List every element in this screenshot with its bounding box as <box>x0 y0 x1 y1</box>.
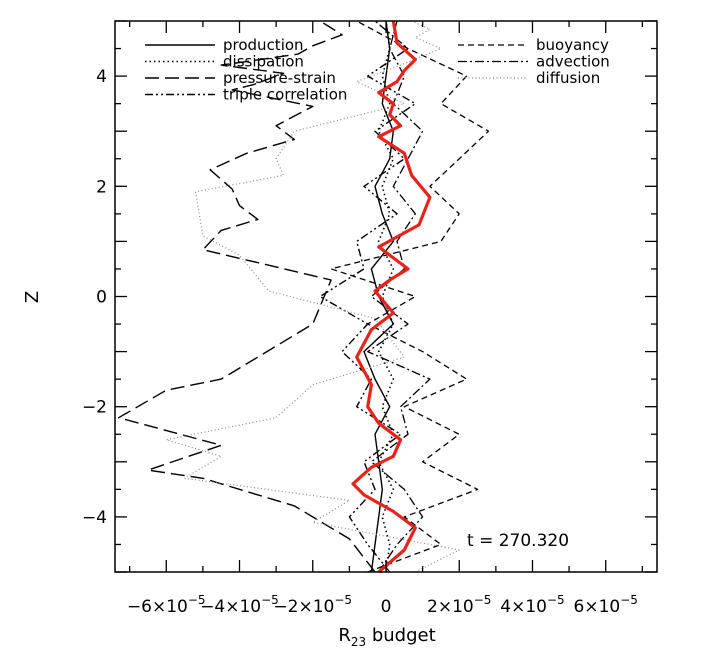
x-tick-label: 0 <box>381 597 392 617</box>
series-advection-line <box>367 20 431 573</box>
legend-label-dissipation: dissipation <box>223 53 304 71</box>
series-triple-correlation-line <box>319 20 416 573</box>
x-tick-label: 4×10−5 <box>500 593 564 617</box>
y-tick-label: 4 <box>96 67 107 87</box>
legend-label-production: production <box>223 36 304 54</box>
legend-label-triple-correlation: triple correlation <box>223 86 347 104</box>
time-annotation: t = 270.320 <box>467 531 569 551</box>
series-pressure-strain-line <box>117 20 376 573</box>
series-buoyancy-line <box>330 20 490 573</box>
legend-label-advection: advection <box>536 53 610 71</box>
y-tick-label: 0 <box>96 288 107 308</box>
x-tick-label: 6×10−5 <box>574 593 638 617</box>
y-tick-label: 2 <box>96 177 107 197</box>
plot-frame <box>114 20 658 573</box>
x-tick-label: 2×10−5 <box>427 593 491 617</box>
series-diffusion-line <box>165 20 460 573</box>
y-axis-title: Z <box>22 291 43 303</box>
x-tick-label: −4×10−5 <box>200 593 279 617</box>
plot-border <box>114 20 658 573</box>
x-axis-title: R23 budget <box>338 625 435 649</box>
x-axis-ticks: −6×10−5−4×10−5−2×10−5 0 2×10−5 4×10−5 6×10−5 <box>127 21 644 617</box>
y-tick-label: −4 <box>82 508 107 528</box>
legend-label-buoyancy: buoyancy <box>536 36 609 54</box>
series-red-profile-line <box>351 20 432 574</box>
series-layer <box>117 20 490 574</box>
legend-label-diffusion: diffusion <box>536 69 600 87</box>
y-tick-label: −2 <box>82 398 107 418</box>
legend-label-pressure-strain: pressure-strain <box>223 69 336 87</box>
y-axis-ticks: −4 −2 0 2 4 <box>82 20 657 573</box>
x-tick-label: −2×10−5 <box>273 593 352 617</box>
legend: productiondissipationpressure-straintrip… <box>145 36 610 104</box>
x-tick-label: −6×10−5 <box>127 593 206 617</box>
